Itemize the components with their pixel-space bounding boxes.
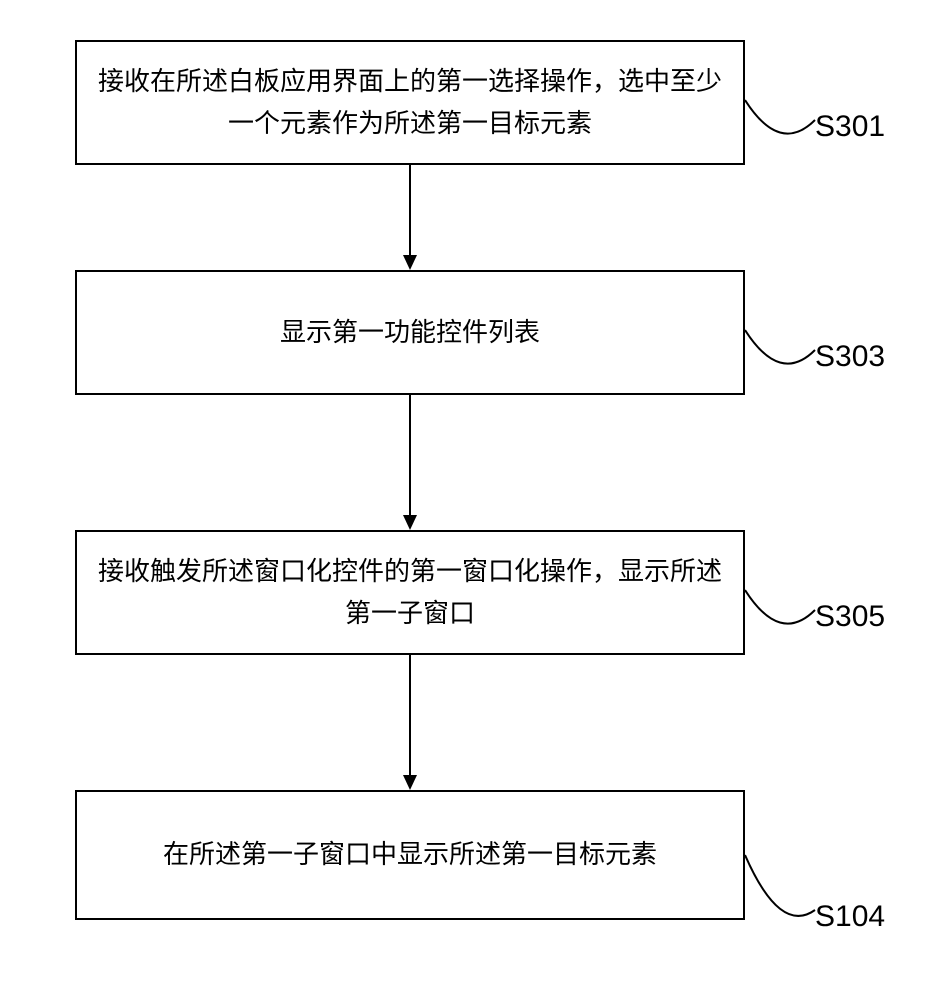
step-text: 接收触发所述窗口化控件的第一窗口化操作，显示所述第一子窗口 [97, 551, 723, 634]
step-label-s305: S305 [815, 600, 885, 634]
arrow-1 [400, 165, 420, 270]
label-connector-s305 [745, 585, 820, 650]
arrow-3 [400, 655, 420, 790]
arrow-2 [400, 395, 420, 530]
step-label-s303: S303 [815, 340, 885, 374]
step-text: 在所述第一子窗口中显示所述第一目标元素 [163, 834, 657, 876]
flowchart-step-s301: 接收在所述白板应用界面上的第一选择操作，选中至少一个元素作为所述第一目标元素 [75, 40, 745, 165]
label-connector-s104 [745, 850, 820, 940]
step-text: 接收在所述白板应用界面上的第一选择操作，选中至少一个元素作为所述第一目标元素 [97, 61, 723, 144]
flowchart-step-s104: 在所述第一子窗口中显示所述第一目标元素 [75, 790, 745, 920]
step-text: 显示第一功能控件列表 [280, 312, 540, 354]
label-connector-s303 [745, 325, 820, 390]
step-label-s104: S104 [815, 900, 885, 934]
flowchart-container: 接收在所述白板应用界面上的第一选择操作，选中至少一个元素作为所述第一目标元素 S… [0, 0, 925, 1000]
flowchart-step-s303: 显示第一功能控件列表 [75, 270, 745, 395]
label-connector-s301 [745, 95, 820, 160]
flowchart-step-s305: 接收触发所述窗口化控件的第一窗口化操作，显示所述第一子窗口 [75, 530, 745, 655]
step-label-s301: S301 [815, 110, 885, 144]
